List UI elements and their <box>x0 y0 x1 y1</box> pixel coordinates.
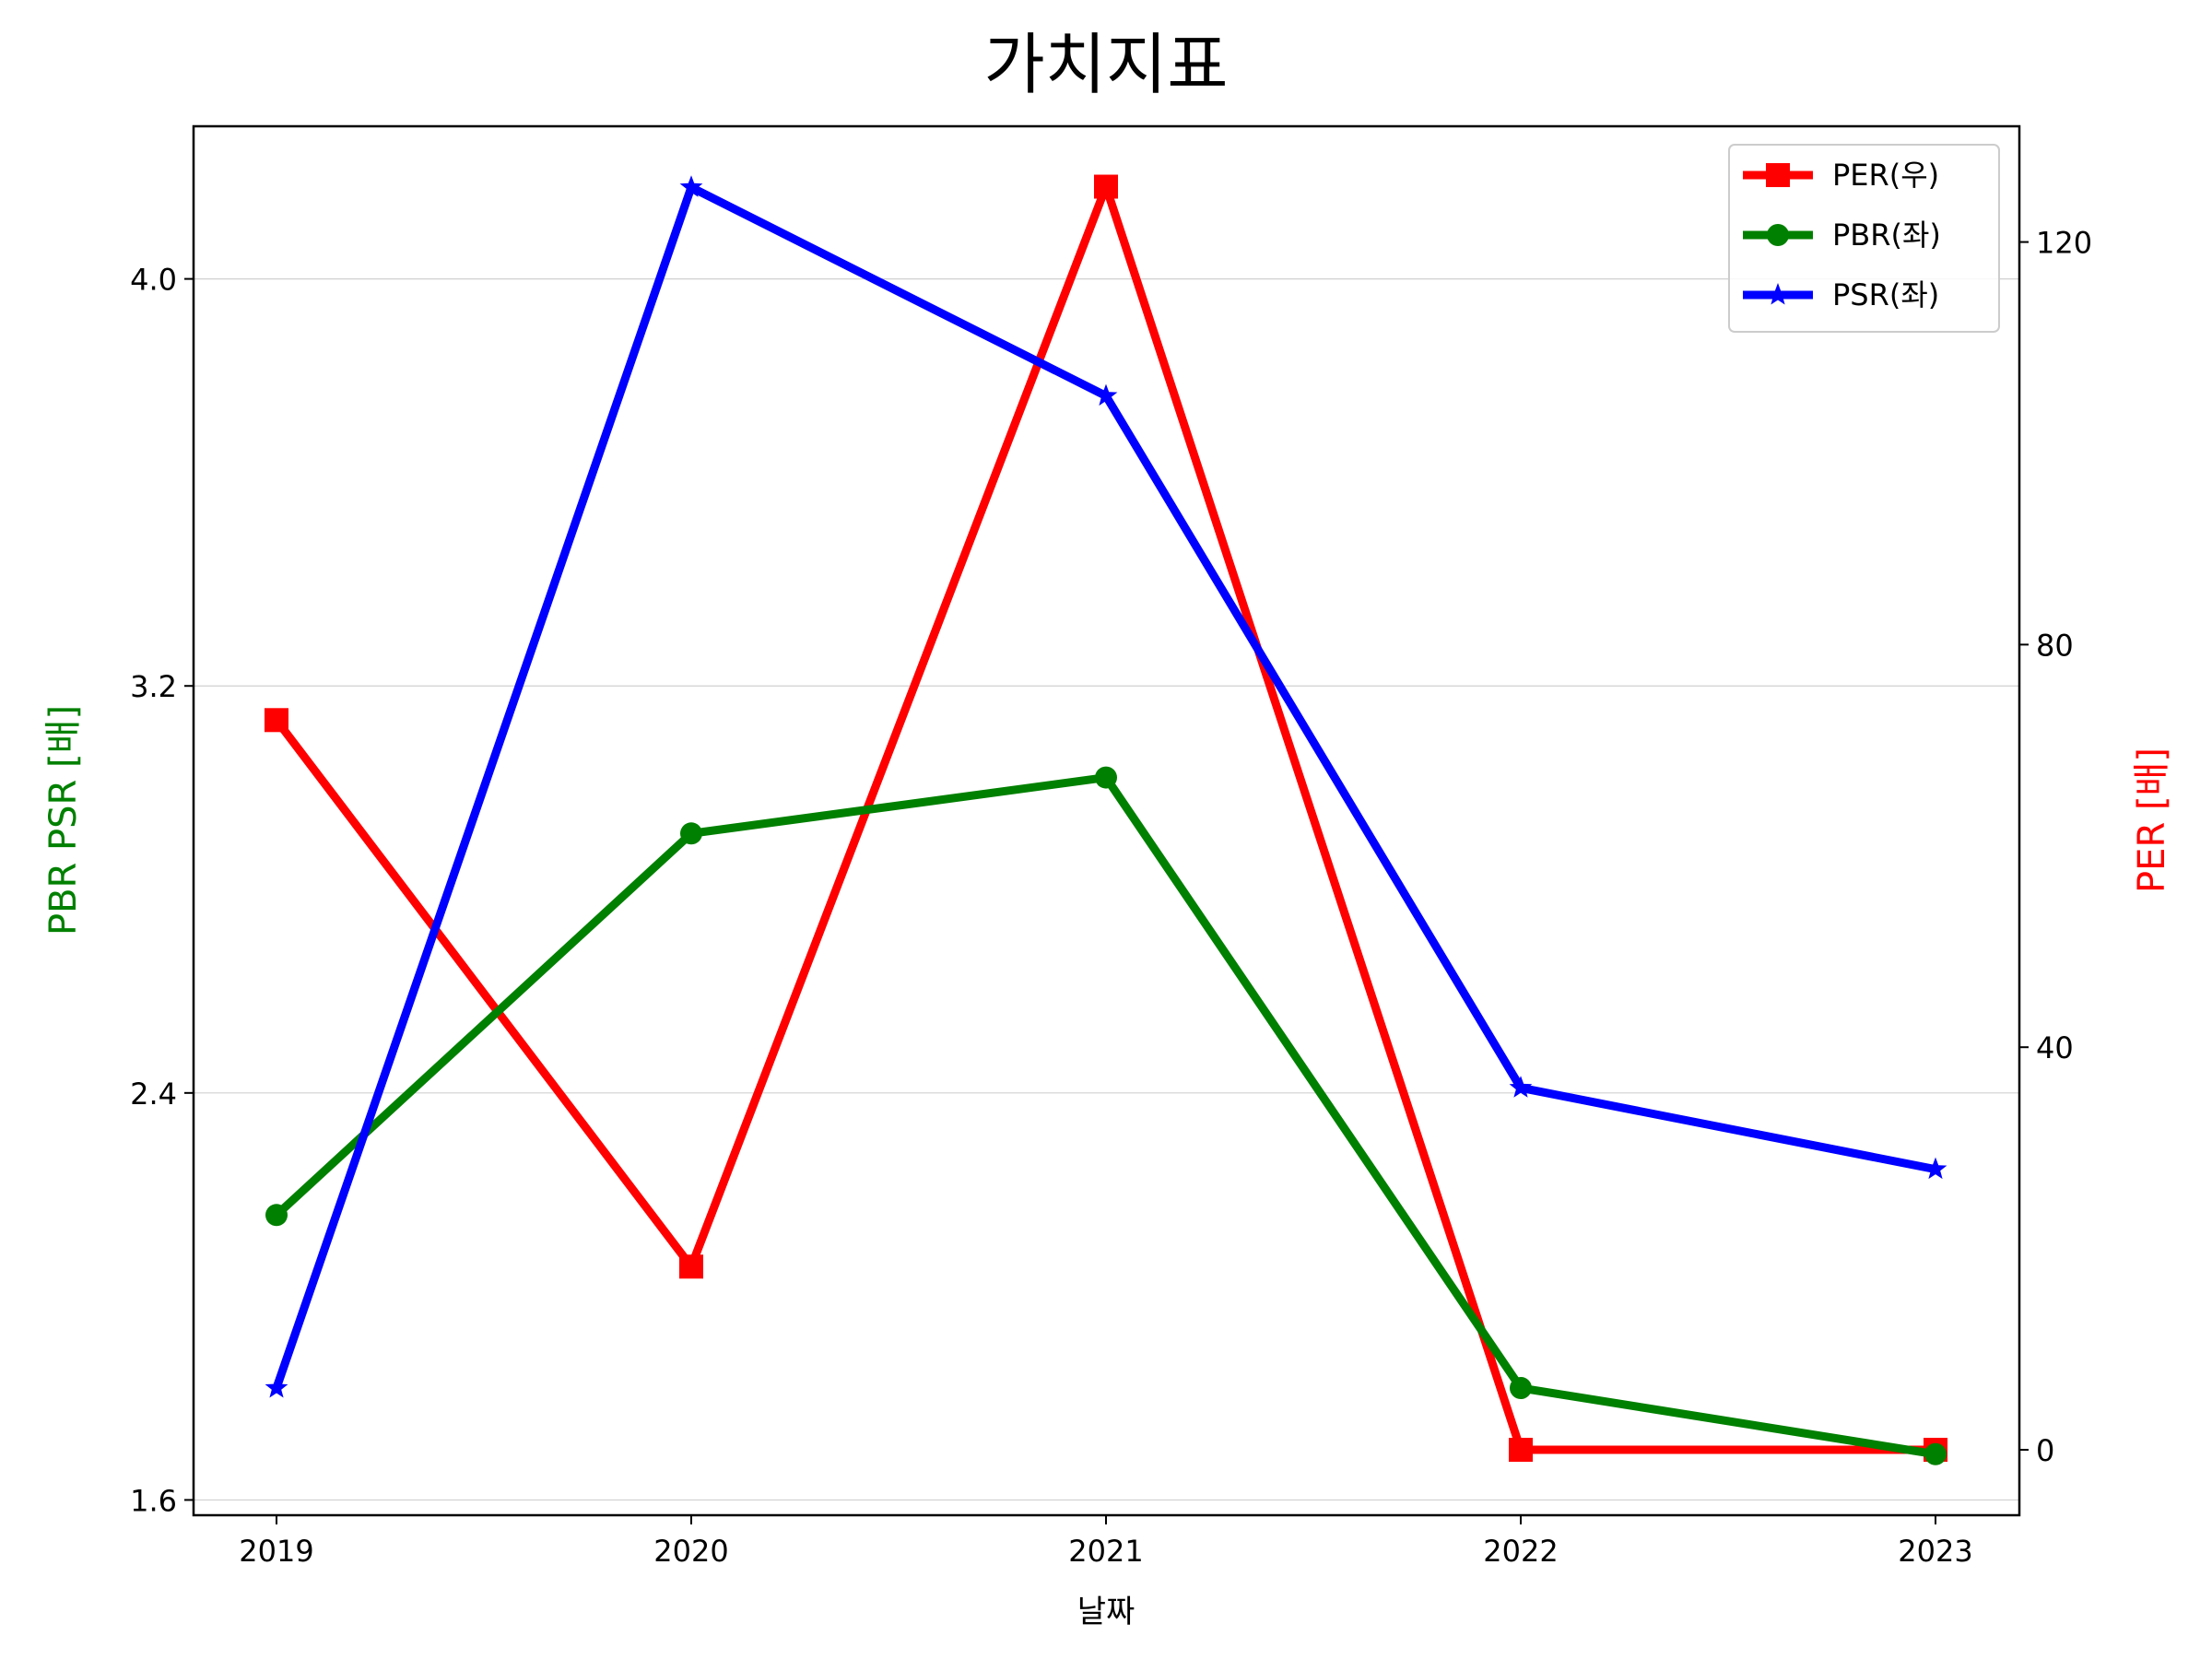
psr-point <box>1924 1157 1947 1180</box>
legend-item-psr: PSR(좌) <box>1743 277 1939 312</box>
right-y-tick-label: 120 <box>2036 226 2092 261</box>
right-y-axis-label: PER [배] <box>2131 747 2173 893</box>
x-tick-label: 2023 <box>1898 1534 1972 1569</box>
psr-point <box>1094 383 1118 406</box>
x-tick-label: 2022 <box>1483 1534 1558 1569</box>
legend-item-per: PER(우) <box>1743 158 1939 193</box>
right-y-tick-label: 0 <box>2036 1433 2054 1468</box>
psr-point <box>679 175 703 197</box>
pbr-point <box>1095 766 1117 789</box>
pbr-series <box>265 766 1947 1465</box>
pbr-point <box>265 1204 288 1227</box>
right-y-tick-label: 80 <box>2036 628 2074 663</box>
left-y-axis-label: PBR PSR [배] <box>42 705 85 935</box>
left-y-tick-label: 1.6 <box>130 1483 177 1518</box>
x-tick-label: 2019 <box>239 1534 313 1569</box>
left-y-tick-label: 3.2 <box>130 669 177 704</box>
legend-box <box>1728 144 2000 333</box>
legend-marker <box>1766 283 1790 305</box>
pbr-point <box>1510 1376 1532 1399</box>
psr-point <box>1509 1076 1533 1098</box>
x-tick-label: 2021 <box>1068 1534 1143 1569</box>
psr-point <box>265 1376 288 1398</box>
legend-label: PER(우) <box>1832 158 1939 193</box>
legend: PER(우) PBR(좌) PSR(좌) <box>1728 144 2000 333</box>
axes: 1.6 2.4 3.2 4.0 0 40 80 120 2019 2020 2021 2022 2023 <box>130 226 2092 1569</box>
left-y-tick-label: 4.0 <box>130 263 177 298</box>
per-point <box>679 1254 703 1279</box>
legend-label: PSR(좌) <box>1832 277 1939 312</box>
legend-marker <box>1766 163 1790 187</box>
legend-label: PBR(좌) <box>1832 218 1941 253</box>
pbr-point <box>680 822 702 845</box>
series-layer <box>265 174 1947 1465</box>
right-y-tick-label: 40 <box>2036 1030 2074 1065</box>
per-point <box>1094 174 1118 199</box>
x-tick-label: 2020 <box>653 1534 728 1569</box>
per-point <box>1509 1438 1533 1463</box>
x-axis-label: 날짜 <box>1077 1594 1135 1630</box>
psr-series <box>265 175 1947 1398</box>
grid-lines <box>194 278 2019 1501</box>
per-point <box>265 708 288 733</box>
chart-title: 가치지표 <box>984 26 1229 103</box>
pbr-point <box>1924 1442 1947 1465</box>
legend-item-pbr: PBR(좌) <box>1743 218 1941 253</box>
left-y-tick-label: 2.4 <box>130 1077 177 1112</box>
legend-marker <box>1767 224 1789 246</box>
